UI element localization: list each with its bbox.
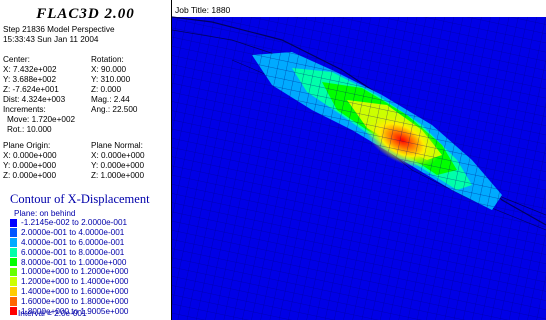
ang-value: Ang.: 22.500 [91, 105, 138, 114]
plane-label: Plane: on behind [14, 209, 76, 218]
legend-row: 1.4000e+000 to 1.6000e+000 [10, 287, 128, 297]
legend-swatch [10, 238, 17, 247]
plane-origin-y: Y: 0.000e+000 [3, 161, 57, 170]
legend-row: 2.0000e-001 to 4.0000e-001 [10, 228, 128, 238]
legend-swatch [10, 277, 17, 286]
interval-label: Interval = 2.0e-001 [18, 309, 87, 318]
plane-normal-y: Y: 0.000e+000 [91, 161, 145, 170]
legend-row: 8.0000e-001 to 1.0000e+000 [10, 257, 128, 267]
legend-label: 8.0000e-001 to 1.0000e+000 [21, 257, 127, 267]
legend-swatch [10, 296, 17, 306]
plane-origin-label: Plane Origin: [3, 141, 51, 150]
info-panel: FLAC3D 2.00 Step 21836 Model Perspective… [0, 0, 171, 320]
rotation-label: Rotation: [91, 55, 124, 64]
center-label: Center: [3, 55, 30, 64]
plane-origin-z: Z: 0.000e+000 [3, 171, 57, 180]
legend-label: 2.0000e-001 to 4.0000e-001 [21, 228, 125, 238]
center-x: X: 7.432e+002 [3, 65, 57, 74]
legend-swatch [10, 306, 17, 316]
legend-row: 1.0000e+000 to 1.2000e+000 [10, 267, 128, 277]
center-z: Z: -7.624e+001 [3, 85, 59, 94]
contour-title: Contour of X-Displacement [10, 192, 150, 206]
contour-legend: -1.2145e-002 to 2.0000e-001 2.0000e-001 … [10, 218, 128, 316]
legend-swatch [10, 267, 17, 277]
disp-zone-mesh [252, 52, 502, 210]
legend-label: -1.2145e-002 to 2.0000e-001 [21, 218, 128, 228]
legend-swatch [10, 218, 17, 228]
legend-row: 1.2000e+000 to 1.4000e+000 [10, 277, 128, 287]
model-viewport[interactable]: Job Title: 1880 [172, 0, 546, 320]
legend-swatch [10, 247, 17, 257]
model-render [172, 0, 546, 320]
plane-normal-label: Plane Normal: [91, 141, 143, 150]
model-mesh [172, 17, 546, 320]
legend-label: 1.4000e+000 to 1.6000e+000 [21, 286, 129, 296]
rotation-y: Y: 310.000 [91, 75, 131, 84]
plane-normal-z: Z: 1.000e+000 [91, 171, 145, 180]
center-y: Y: 3.688e+002 [3, 75, 57, 84]
legend-label: 1.0000e+000 to 1.2000e+000 [21, 267, 129, 277]
app-title: FLAC3D 2.00 [36, 6, 135, 22]
legend-swatch [10, 287, 17, 296]
mag-value: Mag.: 2.44 [91, 95, 130, 104]
job-title-strip [172, 0, 546, 17]
rotation-z: Z: 0.000 [91, 85, 122, 94]
legend-row: 4.0000e-001 to 6.0000e-001 [10, 238, 128, 248]
move-increment: Move: 1.720e+002 [7, 115, 76, 124]
legend-row: 1.6000e+000 to 1.8000e+000 [10, 296, 128, 306]
legend-swatch [10, 228, 17, 237]
rot-increment: Rot.: 10.000 [7, 125, 52, 134]
plane-normal-x: X: 0.000e+000 [91, 151, 145, 160]
legend-row: 6.0000e-001 to 8.0000e-001 [10, 247, 128, 257]
legend-label: 1.6000e+000 to 1.8000e+000 [21, 296, 129, 306]
panel-divider [171, 0, 172, 320]
datetime-line: 15:33:43 Sun Jan 11 2004 [3, 35, 99, 44]
legend-label: 4.0000e-001 to 6.0000e-001 [21, 237, 125, 247]
rotation-x: X: 90.000 [91, 65, 127, 74]
legend-label: 1.2000e+000 to 1.4000e+000 [21, 277, 129, 287]
dist-value: Dist: 4.324e+003 [3, 95, 66, 104]
legend-swatch [10, 257, 17, 267]
increments-label: Increments: [3, 105, 46, 114]
legend-row: 1.8000e+000 to 1.9005e+000 [10, 306, 128, 316]
legend-row: -1.2145e-002 to 2.0000e-001 [10, 218, 128, 228]
step-line: Step 21836 Model Perspective [3, 25, 115, 34]
plane-origin-x: X: 0.000e+000 [3, 151, 57, 160]
legend-label: 6.0000e-001 to 8.0000e-001 [21, 247, 125, 257]
job-title: Job Title: 1880 [175, 5, 231, 15]
legend-label: 1.8000e+000 to 1.9005e+000 [21, 306, 129, 316]
